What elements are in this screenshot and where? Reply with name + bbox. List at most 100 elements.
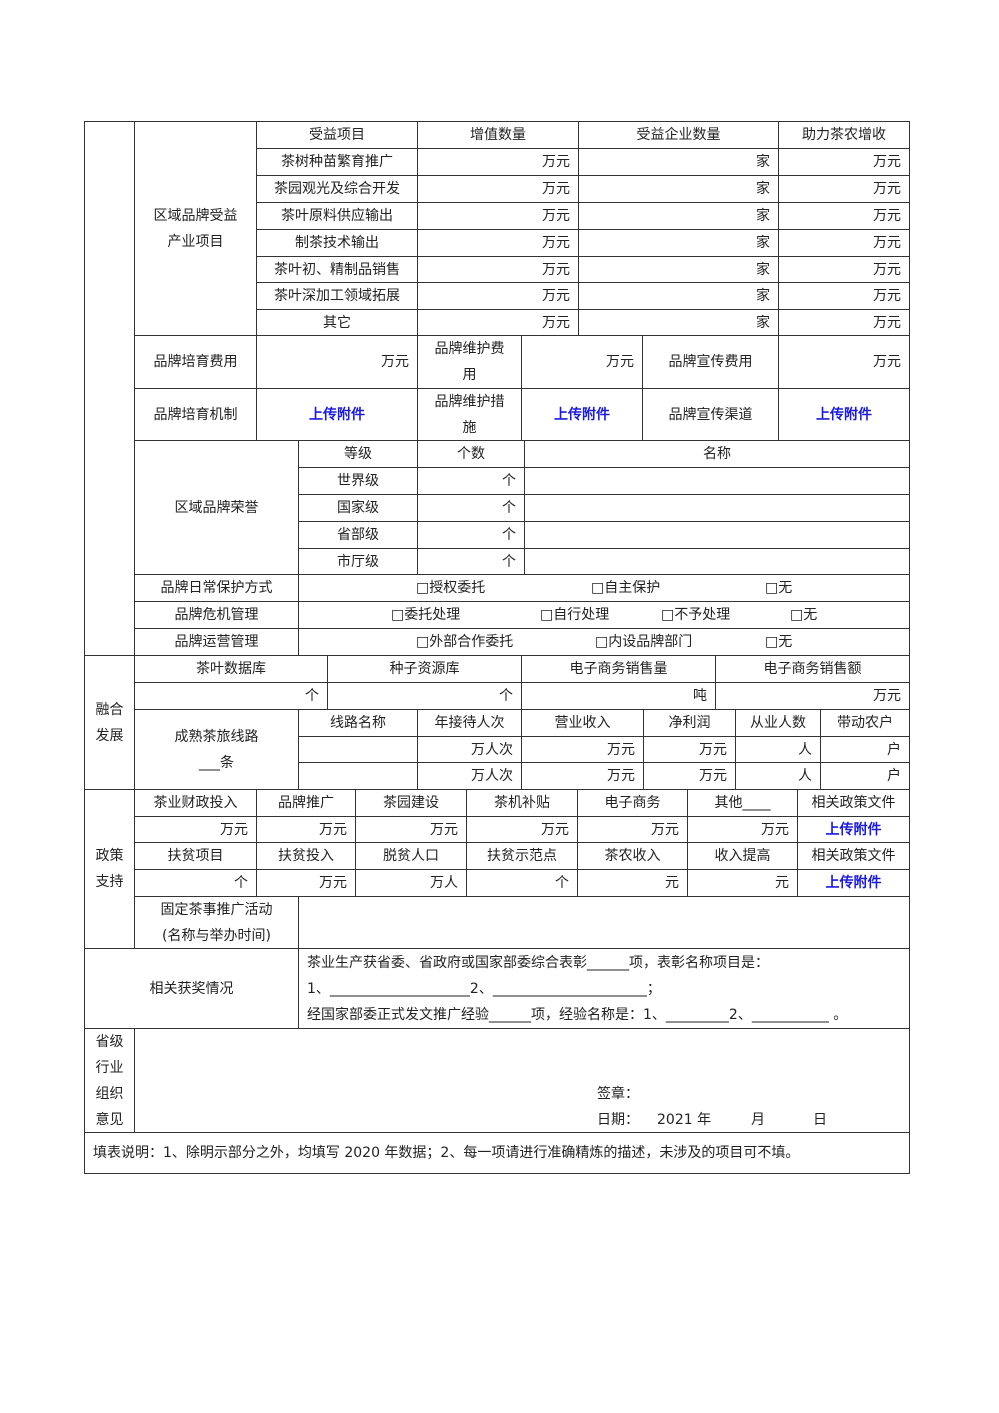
promotion-cost-field[interactable]: 万元 xyxy=(778,335,910,389)
income-field[interactable]: 万元 xyxy=(778,309,910,336)
column-header: 线路名称 xyxy=(298,709,418,737)
honor-name-field[interactable] xyxy=(524,494,910,522)
route-field[interactable]: 人 xyxy=(735,762,821,790)
value-field[interactable]: 万人 xyxy=(355,869,467,897)
value-field[interactable]: 吨 xyxy=(521,682,716,710)
enterprise-count-field[interactable]: 家 xyxy=(578,175,779,203)
route-field[interactable] xyxy=(298,736,418,763)
integration-section-label: 融合 发展 xyxy=(84,655,135,790)
column-header: 增值数量 xyxy=(417,121,579,149)
promotion-activity-field[interactable] xyxy=(298,896,910,949)
honor-name-field[interactable] xyxy=(524,548,910,575)
value-field[interactable]: 个 xyxy=(466,869,578,897)
upload-attachment-link[interactable]: 上传附件 xyxy=(797,869,910,897)
value-field[interactable]: 万元 xyxy=(256,869,356,897)
column-header: 营业收入 xyxy=(521,709,644,737)
option-checkbox[interactable]: □无 xyxy=(790,607,818,623)
value-field[interactable]: 个 xyxy=(327,682,522,710)
route-field[interactable]: 户 xyxy=(820,762,910,790)
enterprise-count-field[interactable]: 家 xyxy=(578,282,779,310)
income-field[interactable]: 万元 xyxy=(778,175,910,203)
value-field[interactable]: 万元 xyxy=(417,309,579,336)
enterprise-count-field[interactable]: 家 xyxy=(578,202,779,230)
option-checkbox[interactable]: □内设品牌部门 xyxy=(595,634,693,650)
column-header: 相关政策文件 xyxy=(797,789,910,817)
route-field[interactable]: 人 xyxy=(735,736,821,763)
value-field[interactable]: 个 xyxy=(134,682,328,710)
awards-line2[interactable]: 1、____________________2、________________… xyxy=(307,980,661,997)
provincial-opinion-field[interactable]: 签章： 日期： 2021 年 月 日 xyxy=(134,1028,910,1133)
column-header: 茶机补贴 xyxy=(466,789,578,817)
honor-name-field[interactable] xyxy=(524,467,910,495)
value-field[interactable]: 万元 xyxy=(417,229,579,257)
column-header: 扶贫项目 xyxy=(134,842,257,870)
route-field[interactable]: 户 xyxy=(820,736,910,763)
date-year: 2021 年 xyxy=(657,1112,712,1128)
value-field[interactable]: 万元 xyxy=(256,816,356,843)
value-field[interactable]: 万元 xyxy=(417,256,579,283)
value-field[interactable]: 万元 xyxy=(417,282,579,310)
date-label: 日期： xyxy=(597,1112,639,1128)
column-header: 脱贫人口 xyxy=(355,842,467,870)
route-field[interactable]: 万元 xyxy=(643,762,736,790)
upload-attachment-link[interactable]: 上传附件 xyxy=(521,388,643,441)
value-field[interactable]: 万元 xyxy=(577,816,688,843)
upload-attachment-link[interactable]: 上传附件 xyxy=(778,388,910,441)
enterprise-count-field[interactable]: 家 xyxy=(578,229,779,257)
value-field[interactable]: 万元 xyxy=(417,202,579,230)
value-field[interactable]: 万元 xyxy=(466,816,578,843)
upload-attachment-link[interactable]: 上传附件 xyxy=(256,388,418,441)
honor-name-field[interactable] xyxy=(524,521,910,549)
value-field[interactable]: 万元 xyxy=(417,148,579,176)
value-field[interactable]: 元 xyxy=(687,869,798,897)
income-field[interactable]: 万元 xyxy=(778,148,910,176)
value-field[interactable]: 万元 xyxy=(687,816,798,843)
upload-attachment-link[interactable]: 上传附件 xyxy=(797,816,910,843)
route-field[interactable] xyxy=(298,762,418,790)
income-field[interactable]: 万元 xyxy=(778,202,910,230)
income-field[interactable]: 万元 xyxy=(778,282,910,310)
route-field[interactable]: 万元 xyxy=(521,762,644,790)
route-field[interactable]: 万元 xyxy=(643,736,736,763)
enterprise-count-field[interactable]: 家 xyxy=(578,309,779,336)
column-header: 等级 xyxy=(298,440,418,468)
option-checkbox[interactable]: □自行处理 xyxy=(540,607,610,623)
operation-options: □外部合作委托 □内设品牌部门 □无 xyxy=(298,628,910,656)
awards-line3[interactable]: 经国家部委正式发文推广经验______项，经验名称是：1、_________2、… xyxy=(307,1006,848,1023)
option-checkbox[interactable]: □授权委托 xyxy=(416,580,486,596)
option-checkbox[interactable]: □无 xyxy=(765,580,793,596)
column-header: 净利润 xyxy=(643,709,736,737)
date-month: 月 xyxy=(751,1112,765,1128)
option-checkbox[interactable]: □自主保护 xyxy=(591,580,661,596)
route-field[interactable]: 万元 xyxy=(521,736,644,763)
column-header: 其他____ xyxy=(687,789,798,817)
option-checkbox[interactable]: □不予处理 xyxy=(661,607,731,623)
route-field[interactable]: 万人次 xyxy=(417,736,522,763)
cultivation-cost-field[interactable]: 万元 xyxy=(256,335,418,389)
income-field[interactable]: 万元 xyxy=(778,229,910,257)
value-field[interactable]: 万元 xyxy=(134,816,257,843)
enterprise-count-field[interactable]: 家 xyxy=(578,256,779,283)
value-field[interactable]: 个 xyxy=(134,869,257,897)
section1-label-cell xyxy=(84,121,135,656)
cultivation-cost-label: 品牌培育费用 xyxy=(134,335,257,389)
value-field[interactable]: 万元 xyxy=(417,175,579,203)
honor-count-field[interactable]: 个 xyxy=(417,521,525,549)
form-instructions: 填表说明：1、除明示部分之外，均填写 2020 年数据；2、每一项请进行准确精炼… xyxy=(84,1132,910,1174)
value-field[interactable]: 万元 xyxy=(715,682,910,710)
column-header: 助力茶农增收 xyxy=(778,121,910,149)
route-field[interactable]: 万人次 xyxy=(417,762,522,790)
value-field[interactable]: 万元 xyxy=(355,816,467,843)
brand-honors-label: 区域品牌荣誉 xyxy=(134,440,299,575)
awards-line1[interactable]: 茶业生产获省委、省政府或国家部委综合表彰______项，表彰名称项目是： xyxy=(307,954,769,971)
honor-count-field[interactable]: 个 xyxy=(417,467,525,495)
value-field[interactable]: 元 xyxy=(577,869,688,897)
honor-count-field[interactable]: 个 xyxy=(417,548,525,575)
honor-count-field[interactable]: 个 xyxy=(417,494,525,522)
option-checkbox[interactable]: □无 xyxy=(765,634,793,650)
enterprise-count-field[interactable]: 家 xyxy=(578,148,779,176)
income-field[interactable]: 万元 xyxy=(778,256,910,283)
maintenance-cost-field[interactable]: 万元 xyxy=(521,335,643,389)
option-checkbox[interactable]: □外部合作委托 xyxy=(416,634,514,650)
option-checkbox[interactable]: □委托处理 xyxy=(391,607,461,623)
